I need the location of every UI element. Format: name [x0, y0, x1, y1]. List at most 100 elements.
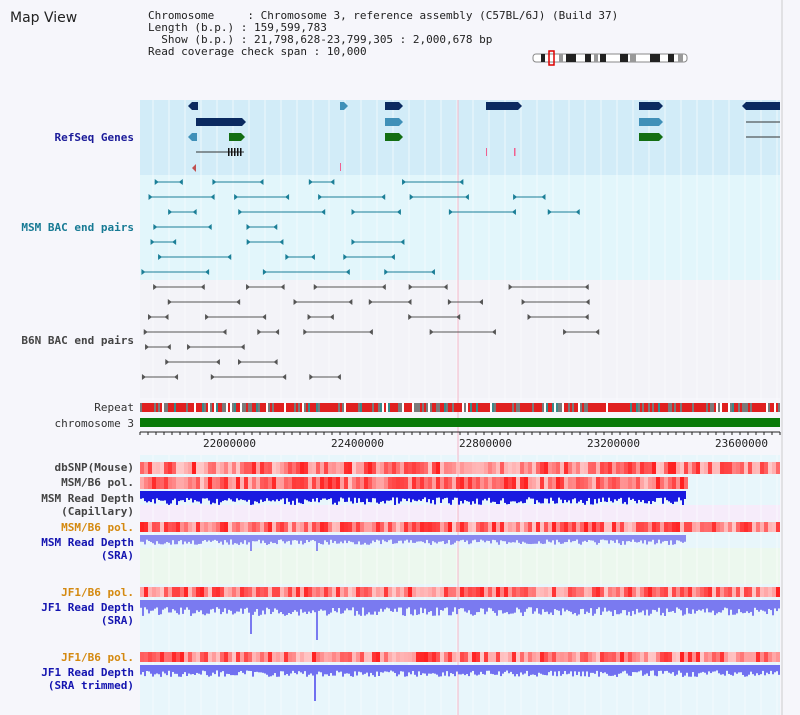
track-label-refseq[interactable]: RefSeq Genes: [54, 131, 134, 144]
marker: [340, 163, 341, 171]
repeat-segment: [480, 403, 482, 412]
depth-bar: [524, 600, 526, 612]
density-cell: [196, 587, 200, 597]
depth-bar: [208, 600, 210, 614]
repeat-segment: [172, 403, 174, 412]
depth-bar: [372, 535, 374, 541]
density-cell: [732, 652, 736, 662]
depth-bar: [516, 600, 518, 608]
depth-bar: [216, 600, 218, 608]
track-label-b6n-bac[interactable]: B6N BAC end pairs: [21, 334, 134, 347]
bac-end: [396, 209, 401, 215]
repeat-segment: [396, 403, 398, 412]
track-label-msm-b6-pol-1[interactable]: MSM/B6 pol.: [61, 476, 134, 489]
depth-bar: [664, 665, 666, 672]
density-cell: [256, 652, 260, 662]
repeat-segment: [214, 403, 216, 412]
depth-bar: [242, 535, 244, 544]
depth-bar: [202, 600, 204, 615]
density-cell: [664, 477, 668, 489]
bac-end: [541, 194, 546, 200]
repeat-segment: [350, 403, 352, 412]
depth-bar: [644, 491, 646, 504]
depth-bar: [528, 491, 530, 498]
density-cell: [428, 522, 432, 532]
depth-bar: [766, 600, 768, 615]
depth-bar: [250, 491, 252, 505]
repeat-segment: [484, 403, 486, 412]
track-label-msm-depth-sra[interactable]: MSM Read Depth (SRA): [41, 536, 134, 562]
density-cell: [772, 652, 776, 662]
density-cell: [316, 652, 320, 662]
density-cell: [396, 522, 400, 532]
depth-bar: [522, 600, 524, 616]
density-cell: [500, 522, 504, 532]
depth-bar: [642, 600, 644, 611]
density-cell: [488, 587, 492, 597]
depth-bar: [152, 600, 154, 611]
repeat-segment: [332, 403, 334, 412]
depth-bar: [218, 491, 220, 505]
depth-bar: [516, 535, 518, 541]
bac-end: [430, 269, 435, 275]
density-cell: [280, 652, 284, 662]
repeat-segment: [556, 403, 558, 412]
depth-bar: [602, 535, 604, 540]
track-label-msm-depth-capillary[interactable]: MSM Read Depth (Capillary): [41, 492, 134, 518]
density-cell: [600, 652, 604, 662]
density-cell: [344, 477, 348, 489]
depth-bar: [328, 600, 330, 615]
depth-bar: [246, 600, 248, 608]
depth-bar: [602, 600, 604, 612]
depth-bar: [330, 535, 332, 540]
track-label-dbsnp[interactable]: dbSNP(Mouse): [54, 461, 134, 474]
depth-bar: [232, 600, 234, 615]
density-cell: [280, 462, 284, 474]
density-cell: [444, 477, 448, 489]
depth-bar: [674, 665, 676, 676]
depth-bar: [418, 491, 420, 500]
repeat-segment: [768, 403, 770, 412]
depth-bar: [340, 665, 342, 672]
repeat-segment: [424, 403, 426, 412]
depth-bar: [336, 491, 338, 505]
depth-bar: [384, 491, 386, 504]
density-cell: [752, 587, 756, 597]
depth-bar: [612, 535, 614, 541]
track-label-msm-bac[interactable]: MSM BAC end pairs: [21, 221, 134, 234]
depth-bar: [422, 535, 424, 542]
depth-bar: [692, 665, 694, 673]
depth-bar: [678, 600, 680, 609]
depth-bar: [614, 600, 616, 611]
density-cell: [776, 522, 780, 532]
depth-bar: [550, 665, 552, 671]
density-cell: [400, 462, 404, 474]
track-label-msm-b6-pol-2[interactable]: MSM/B6 pol.: [61, 521, 134, 534]
density-cell: [160, 462, 164, 474]
track-label-jf1-b6-pol-1[interactable]: JF1/B6 pol.: [61, 586, 134, 599]
density-cell: [168, 587, 172, 597]
track-label-jf1-b6-pol-2[interactable]: JF1/B6 pol.: [61, 651, 134, 664]
density-cell: [688, 587, 692, 597]
capillary-bg: [140, 505, 780, 521]
density-cell: [304, 522, 308, 532]
bac-end: [381, 194, 386, 200]
density-cell: [144, 522, 148, 532]
track-label-jf1-depth-trimmed[interactable]: JF1 Read Depth (SRA trimmed): [41, 666, 134, 692]
depth-bar: [536, 491, 538, 501]
depth-bar: [380, 665, 382, 673]
depth-bar: [170, 535, 172, 545]
depth-bar: [484, 600, 486, 615]
density-cell: [216, 462, 220, 474]
depth-bar: [548, 600, 550, 615]
depth-bar: [634, 491, 636, 501]
track-label-jf1-depth-sra[interactable]: JF1 Read Depth (SRA): [41, 601, 134, 627]
depth-bar: [586, 600, 588, 612]
density-cell: [716, 522, 720, 532]
density-cell: [664, 652, 668, 662]
depth-bar: [468, 491, 470, 502]
density-cell: [612, 462, 616, 474]
depth-bar: [624, 535, 626, 545]
density-cell: [728, 462, 732, 474]
density-cell: [516, 462, 520, 474]
